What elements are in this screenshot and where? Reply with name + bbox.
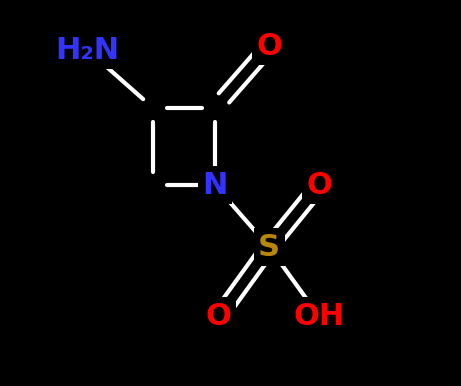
Text: H₂N: H₂N — [56, 36, 120, 65]
Text: S: S — [258, 232, 280, 262]
Text: OH: OH — [294, 302, 345, 331]
Text: O: O — [307, 171, 332, 200]
Text: O: O — [206, 302, 232, 331]
Text: N: N — [202, 171, 228, 200]
Text: O: O — [256, 32, 282, 61]
